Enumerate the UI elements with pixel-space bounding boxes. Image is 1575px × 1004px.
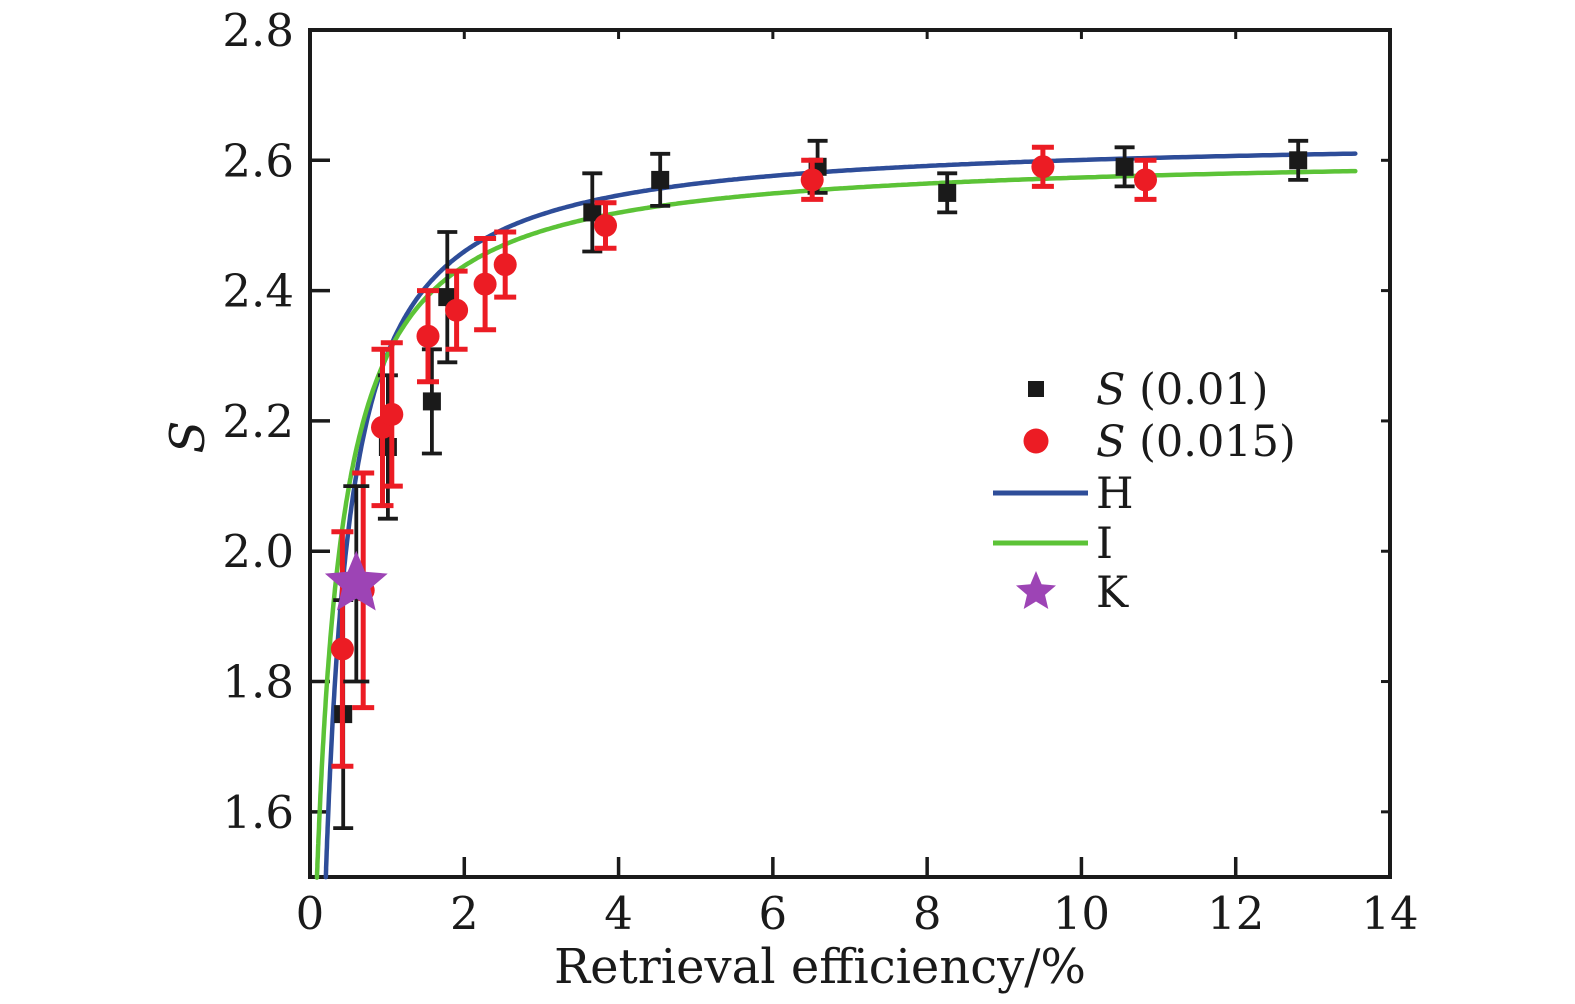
legend-label: H	[1096, 469, 1134, 519]
series-S_0.01	[333, 138, 1309, 830]
y-tick-label: 1.8	[222, 656, 294, 709]
x-axis: 0 2 4 6 8 10 12 14	[296, 30, 1419, 940]
data-point-circle	[1031, 155, 1055, 179]
x-tick-label: 6	[759, 887, 788, 940]
legend-star-swatch	[1016, 571, 1056, 609]
y-tick-label: 2.6	[222, 134, 294, 187]
x-tick-label: 4	[604, 887, 633, 940]
y-axis: 1.6 1.8 2.0 2.2 2.4 2.6 2.8	[222, 4, 1390, 839]
y-tick-label: 1.6	[222, 786, 294, 839]
legend-square-swatch	[1028, 381, 1044, 397]
series-S_0.015	[330, 144, 1157, 769]
data-point-circle	[800, 168, 824, 192]
x-tick-label: 14	[1361, 887, 1418, 940]
plot-box	[308, 28, 1392, 879]
series-K	[324, 484, 388, 684]
data-point-circle	[493, 253, 517, 277]
legend-item-K: K	[1016, 568, 1129, 618]
y-tick-label: 2.4	[222, 265, 294, 318]
y-axis-label: S	[160, 421, 216, 454]
x-axis-label: Retrieval efficiency/%	[554, 939, 1086, 995]
y-tick-label: 2.0	[222, 525, 294, 578]
data-point-circle	[380, 402, 404, 426]
data-point-square	[1115, 157, 1134, 176]
x-tick-label: 10	[1053, 887, 1110, 940]
data-point-circle	[1134, 168, 1157, 192]
data-point-square	[651, 170, 670, 189]
legend-item-H: H	[993, 469, 1134, 519]
legend: S (0.01)S (0.015)HIK	[993, 365, 1296, 618]
legend-label: S (0.015)	[1096, 417, 1296, 467]
data-point-circle	[416, 324, 440, 348]
legend-item-I: I	[993, 519, 1113, 569]
data-point-square	[583, 203, 602, 222]
data-point-circle	[594, 214, 617, 237]
data-point-circle	[445, 298, 469, 322]
legend-label: I	[1096, 519, 1113, 569]
x-tick-label: 8	[913, 887, 942, 940]
legend-label: K	[1096, 568, 1129, 618]
legend-item-S_0.01: S (0.01)	[1028, 365, 1268, 415]
data-point-star	[324, 550, 388, 611]
x-tick-label: 12	[1207, 887, 1264, 940]
x-tick-label: 0	[296, 887, 325, 940]
fit-line-I	[314, 168, 1358, 880]
legend-circle-swatch	[1023, 428, 1049, 454]
data-point-square	[422, 392, 441, 411]
y-tick-label: 2.8	[222, 4, 294, 57]
series-I	[314, 168, 1358, 880]
legend-label: S (0.01)	[1096, 365, 1268, 415]
data-point-circle	[473, 272, 497, 296]
data-point-circle	[330, 637, 354, 661]
y-tick-label: 2.2	[222, 395, 294, 448]
legend-item-S_0.015: S (0.015)	[1023, 417, 1296, 467]
data-point-square	[1289, 151, 1308, 170]
x-tick-label: 2	[450, 887, 479, 940]
data-point-square	[938, 183, 957, 202]
